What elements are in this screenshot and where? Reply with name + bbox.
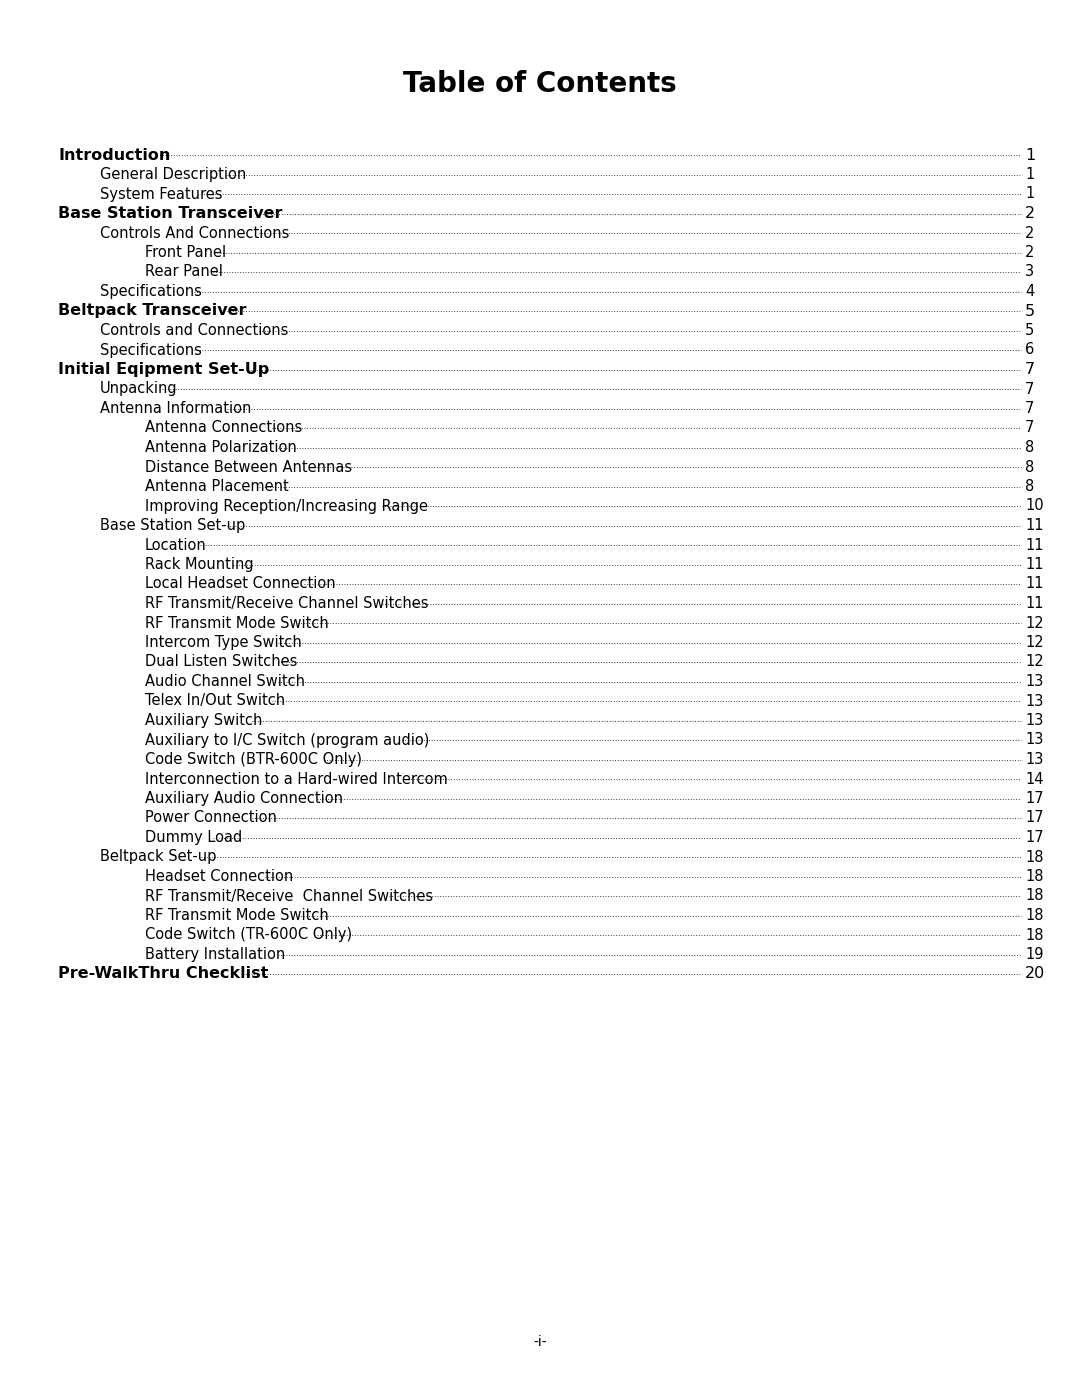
- Text: General Description: General Description: [100, 168, 246, 182]
- Text: 13: 13: [1025, 673, 1043, 689]
- Text: Battery Installation: Battery Installation: [145, 947, 285, 963]
- Text: 20: 20: [1025, 967, 1045, 982]
- Text: 12: 12: [1025, 616, 1043, 630]
- Text: 13: 13: [1025, 693, 1043, 708]
- Text: 13: 13: [1025, 752, 1043, 767]
- Text: 19: 19: [1025, 947, 1043, 963]
- Text: 18: 18: [1025, 908, 1043, 923]
- Text: Distance Between Antennas: Distance Between Antennas: [145, 460, 352, 475]
- Text: Introduction: Introduction: [58, 148, 171, 162]
- Text: Location: Location: [145, 538, 206, 552]
- Text: 11: 11: [1025, 597, 1043, 610]
- Text: 12: 12: [1025, 636, 1043, 650]
- Text: RF Transmit Mode Switch: RF Transmit Mode Switch: [145, 616, 328, 630]
- Text: Base Station Transceiver: Base Station Transceiver: [58, 205, 283, 221]
- Text: Telex In/Out Switch: Telex In/Out Switch: [145, 693, 285, 708]
- Text: Rack Mounting: Rack Mounting: [145, 557, 254, 571]
- Text: 11: 11: [1025, 538, 1043, 552]
- Text: -i-: -i-: [534, 1336, 546, 1350]
- Text: 18: 18: [1025, 849, 1043, 865]
- Text: 11: 11: [1025, 518, 1043, 534]
- Text: 13: 13: [1025, 712, 1043, 728]
- Text: 8: 8: [1025, 440, 1035, 455]
- Text: Antenna Information: Antenna Information: [100, 401, 252, 416]
- Text: Controls and Connections: Controls and Connections: [100, 323, 288, 338]
- Text: RF Transmit Mode Switch: RF Transmit Mode Switch: [145, 908, 328, 923]
- Text: RF Transmit/Receive Channel Switches: RF Transmit/Receive Channel Switches: [145, 597, 429, 610]
- Text: 18: 18: [1025, 928, 1043, 943]
- Text: Power Connection: Power Connection: [145, 810, 276, 826]
- Text: 4: 4: [1025, 284, 1035, 299]
- Text: 1: 1: [1025, 168, 1035, 182]
- Text: 7: 7: [1025, 401, 1035, 416]
- Text: 2: 2: [1025, 225, 1035, 240]
- Text: 7: 7: [1025, 362, 1035, 377]
- Text: Antenna Polarization: Antenna Polarization: [145, 440, 297, 455]
- Text: Beltpack Transceiver: Beltpack Transceiver: [58, 303, 246, 319]
- Text: Headset Connection: Headset Connection: [145, 869, 294, 884]
- Text: 18: 18: [1025, 869, 1043, 884]
- Text: Pre-WalkThru Checklist: Pre-WalkThru Checklist: [58, 967, 268, 982]
- Text: 17: 17: [1025, 810, 1043, 826]
- Text: Front Panel: Front Panel: [145, 244, 226, 260]
- Text: 5: 5: [1025, 323, 1035, 338]
- Text: 18: 18: [1025, 888, 1043, 904]
- Text: 8: 8: [1025, 460, 1035, 475]
- Text: 17: 17: [1025, 791, 1043, 806]
- Text: 2: 2: [1025, 244, 1035, 260]
- Text: Controls And Connections: Controls And Connections: [100, 225, 289, 240]
- Text: Dual Listen Switches: Dual Listen Switches: [145, 655, 297, 669]
- Text: 7: 7: [1025, 381, 1035, 397]
- Text: 10: 10: [1025, 499, 1043, 514]
- Text: 13: 13: [1025, 732, 1043, 747]
- Text: Initial Eqipment Set-Up: Initial Eqipment Set-Up: [58, 362, 269, 377]
- Text: Audio Channel Switch: Audio Channel Switch: [145, 673, 305, 689]
- Text: Specifications: Specifications: [100, 284, 202, 299]
- Text: 14: 14: [1025, 771, 1043, 787]
- Text: Rear Panel: Rear Panel: [145, 264, 222, 279]
- Text: Base Station Set-up: Base Station Set-up: [100, 518, 245, 534]
- Text: Antenna Placement: Antenna Placement: [145, 479, 288, 495]
- Text: 5: 5: [1025, 303, 1035, 319]
- Text: Antenna Connections: Antenna Connections: [145, 420, 302, 436]
- Text: 3: 3: [1025, 264, 1035, 279]
- Text: 1: 1: [1025, 187, 1035, 201]
- Text: 8: 8: [1025, 479, 1035, 495]
- Text: 17: 17: [1025, 830, 1043, 845]
- Text: Unpacking: Unpacking: [100, 381, 177, 397]
- Text: Improving Reception/Increasing Range: Improving Reception/Increasing Range: [145, 499, 428, 514]
- Text: System Features: System Features: [100, 187, 222, 201]
- Text: 11: 11: [1025, 577, 1043, 591]
- Text: 7: 7: [1025, 420, 1035, 436]
- Text: Code Switch (BTR-600C Only): Code Switch (BTR-600C Only): [145, 752, 362, 767]
- Text: Auxiliary to I/C Switch (program audio): Auxiliary to I/C Switch (program audio): [145, 732, 430, 747]
- Text: Auxiliary Audio Connection: Auxiliary Audio Connection: [145, 791, 343, 806]
- Text: Specifications: Specifications: [100, 342, 202, 358]
- Text: Interconnection to a Hard-wired Intercom: Interconnection to a Hard-wired Intercom: [145, 771, 448, 787]
- Text: 11: 11: [1025, 557, 1043, 571]
- Text: Code Switch (TR-600C Only): Code Switch (TR-600C Only): [145, 928, 352, 943]
- Text: Table of Contents: Table of Contents: [403, 70, 677, 98]
- Text: 2: 2: [1025, 205, 1035, 221]
- Text: 1: 1: [1025, 148, 1036, 162]
- Text: Intercom Type Switch: Intercom Type Switch: [145, 636, 301, 650]
- Text: Beltpack Set-up: Beltpack Set-up: [100, 849, 216, 865]
- Text: 6: 6: [1025, 342, 1035, 358]
- Text: Local Headset Connection: Local Headset Connection: [145, 577, 336, 591]
- Text: 12: 12: [1025, 655, 1043, 669]
- Text: Dummy Load: Dummy Load: [145, 830, 242, 845]
- Text: RF Transmit/Receive  Channel Switches: RF Transmit/Receive Channel Switches: [145, 888, 433, 904]
- Text: Auxiliary Switch: Auxiliary Switch: [145, 712, 262, 728]
